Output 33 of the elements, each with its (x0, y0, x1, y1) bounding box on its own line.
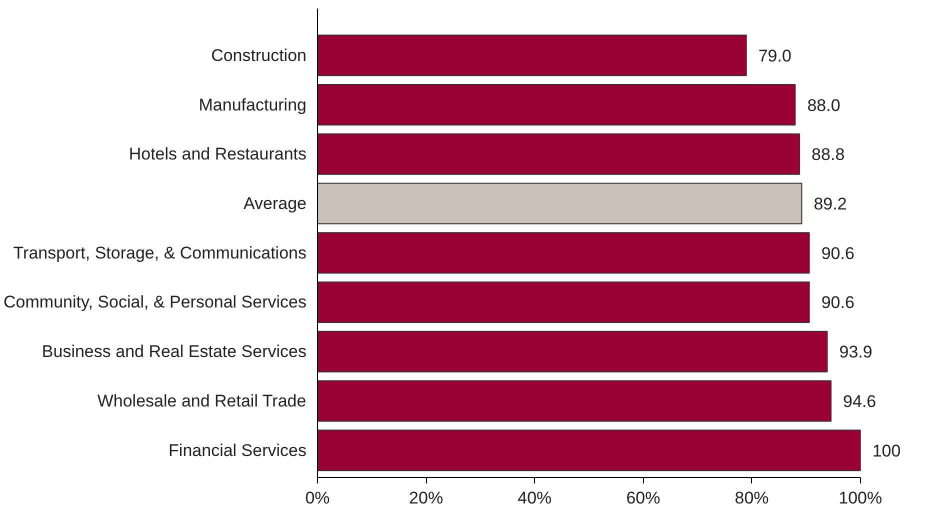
bar (318, 182, 802, 224)
data-label: 88.8 (812, 145, 845, 164)
bar (318, 232, 810, 274)
y-tick-label: Average (243, 194, 307, 214)
y-tick-label: Hotels and Restaurants (128, 144, 307, 164)
bar (318, 282, 810, 323)
x-tick-label: 20% (409, 488, 444, 508)
y-tick-label: Wholesale and Retail Trade (97, 391, 306, 410)
y-tick-label: Construction (211, 46, 307, 65)
bar (318, 84, 796, 126)
x-tick-label: 0% (305, 488, 330, 508)
y-tick-label: Transport, Storage, & Communications (13, 243, 306, 262)
x-tick-label: 100% (838, 488, 882, 508)
bar (318, 330, 828, 372)
x-tick-label: 40% (518, 488, 552, 508)
y-tick-label: Manufacturing (198, 95, 307, 114)
x-tick-label: 80% (734, 488, 769, 508)
data-label: 89.2 (814, 194, 847, 214)
data-label: 100 (872, 441, 901, 460)
bar (318, 133, 800, 175)
data-label: 90.6 (821, 244, 854, 263)
bar (318, 34, 747, 76)
data-label: 79.0 (758, 46, 792, 66)
data-label: 93.9 (839, 342, 872, 362)
y-tick-label: Business and Real Estate Services (42, 342, 307, 362)
data-label: 94.6 (843, 392, 876, 411)
data-label: 88.0 (807, 96, 840, 115)
y-tick-label: Community, Social, & Personal Services (4, 292, 307, 312)
y-tick-label: Financial Services (168, 440, 307, 460)
bar (318, 380, 832, 422)
x-tick-label: 60% (626, 488, 660, 508)
data-label: 90.6 (821, 293, 854, 312)
bar (318, 430, 861, 472)
